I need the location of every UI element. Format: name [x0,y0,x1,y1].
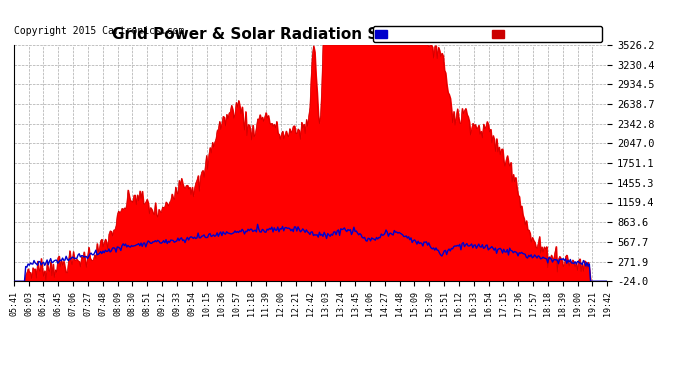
Title: Grid Power & Solar Radiation Sun Aug 9 19:47: Grid Power & Solar Radiation Sun Aug 9 1… [112,27,509,42]
Legend: Radiation (w/m2), Grid (AC Watts): Radiation (w/m2), Grid (AC Watts) [373,26,602,42]
Text: Copyright 2015 Cartronics.com: Copyright 2015 Cartronics.com [14,26,184,36]
